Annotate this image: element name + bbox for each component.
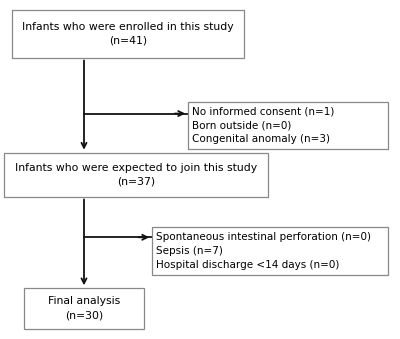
Text: Infants who were expected to join this study
(n=37): Infants who were expected to join this s… [15, 163, 257, 186]
FancyBboxPatch shape [152, 227, 388, 275]
FancyBboxPatch shape [188, 102, 388, 149]
FancyBboxPatch shape [4, 153, 268, 197]
Text: Final analysis
(n=30): Final analysis (n=30) [48, 297, 120, 320]
FancyBboxPatch shape [24, 288, 144, 329]
Text: No informed consent (n=1)
Born outside (n=0)
Congenital anomaly (n=3): No informed consent (n=1) Born outside (… [192, 106, 334, 144]
FancyBboxPatch shape [12, 10, 244, 58]
Text: Spontaneous intestinal perforation (n=0)
Sepsis (n=7)
Hospital discharge <14 day: Spontaneous intestinal perforation (n=0)… [156, 232, 371, 270]
Text: Infants who were enrolled in this study
(n=41): Infants who were enrolled in this study … [22, 22, 234, 46]
